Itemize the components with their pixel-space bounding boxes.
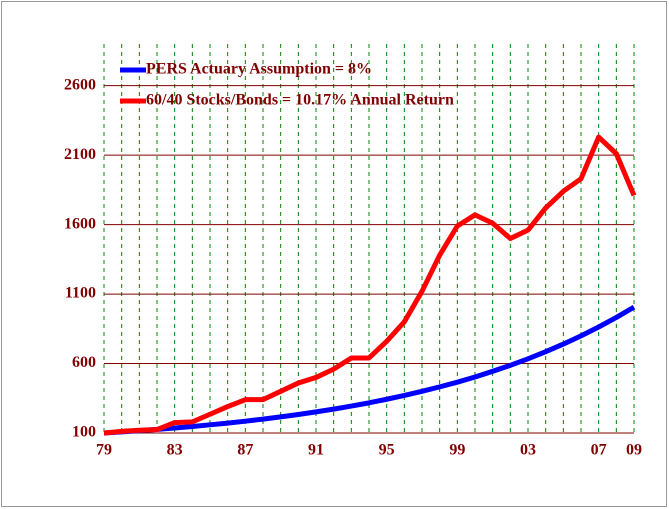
y-tick-label: 600 <box>72 354 96 371</box>
y-tick-label: 2600 <box>64 76 96 93</box>
legend-label: 60/40 Stocks/Bonds = 10.17% Annual Retur… <box>146 92 454 109</box>
x-tick-label: 79 <box>96 442 112 459</box>
line-series <box>103 134 637 436</box>
x-tick-label: 99 <box>449 442 465 459</box>
y-tick-label: 2100 <box>64 146 96 163</box>
x-tick-label: 83 <box>167 442 183 459</box>
x-tick-label: 87 <box>237 442 253 459</box>
y-tick-label: 100 <box>72 424 96 441</box>
line-series <box>103 304 636 436</box>
x-tick-label: 09 <box>626 442 642 459</box>
y-tick-label: 1100 <box>65 285 96 302</box>
x-tick-label: 95 <box>379 442 395 459</box>
x-tick-label: 07 <box>591 442 607 459</box>
y-tick-label: 1600 <box>64 215 96 232</box>
x-tick-label: 91 <box>308 442 324 459</box>
x-tick-label: 03 <box>520 442 536 459</box>
legend-label: PERS Actuary Assumption = 8% <box>146 61 372 78</box>
